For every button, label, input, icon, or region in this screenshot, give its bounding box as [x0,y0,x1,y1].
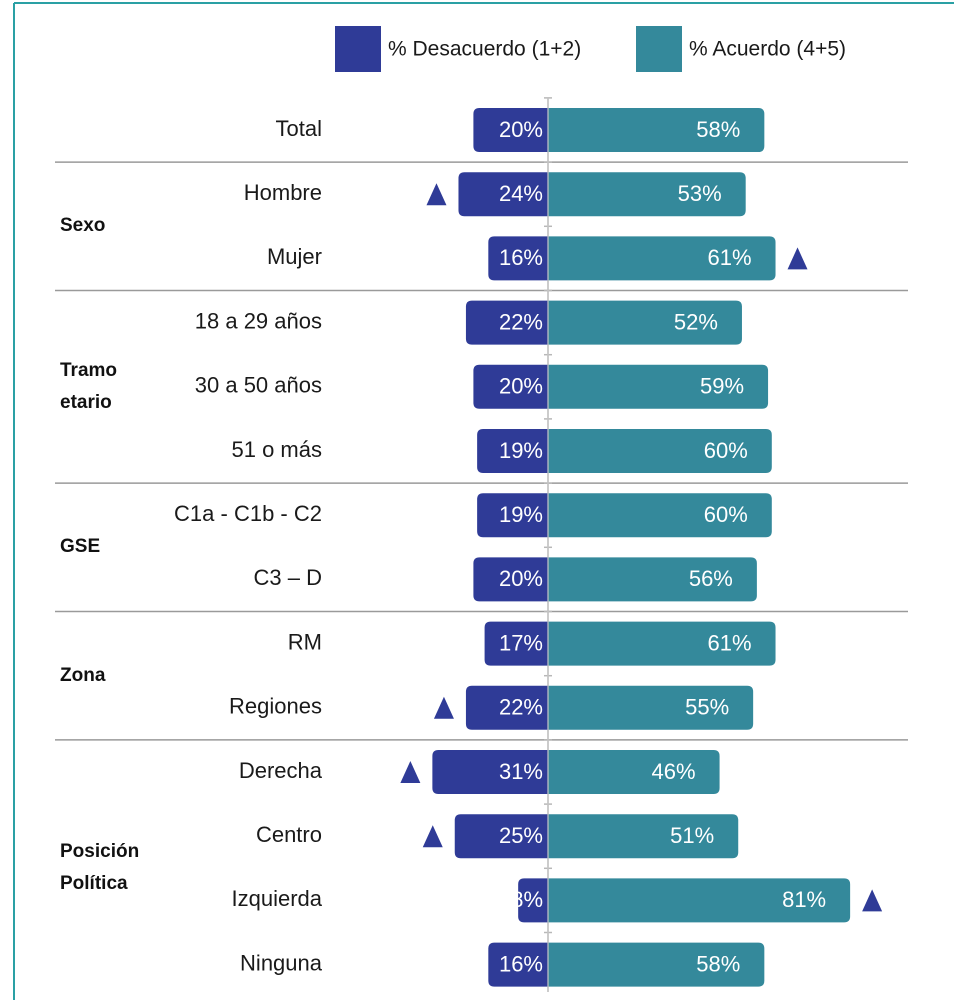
value-label: 17% [499,630,543,655]
value-label: 46% [652,759,696,784]
bar-agree [548,493,772,538]
value-label: 61% [707,630,751,655]
value-label: 58% [696,117,740,142]
group-label: Tramo etario [60,359,118,413]
bar-agree [548,814,739,859]
significance-marker [433,696,454,719]
significance-marker [787,247,808,270]
category-label: 51 o más [232,437,323,462]
bar-agree [548,942,765,987]
group-label-box: Sexo [60,215,106,237]
category-label: C1a - C1b - C2 [174,501,322,526]
value-label: 22% [499,309,543,334]
bar-agree [548,236,776,281]
legend-label: % Desacuerdo (1+2) [388,38,581,61]
value-label: 59% [700,374,744,399]
value-label: 16% [499,245,543,270]
value-label: 58% [696,951,740,976]
category-label: 30 a 50 años [195,373,322,398]
significance-marker [400,761,421,783]
value-label: 16% [499,951,543,976]
category-label: C3 – D [254,565,322,590]
value-label: 8% [511,887,543,912]
bar-agree [548,878,851,923]
category-label: 18 a 29 años [195,308,322,333]
value-label: 20% [499,374,543,399]
bar-disagree [477,493,548,538]
value-label: 22% [499,695,543,720]
category-label: Centro [256,822,322,847]
value-label: 20% [499,566,543,591]
category-label: Derecha [239,758,323,783]
category-label: RM [288,629,322,654]
bar-agree [548,300,742,345]
legend-swatch [636,26,682,72]
value-label: 51% [670,823,714,848]
value-label: 61% [707,245,751,270]
value-label: 60% [704,438,748,463]
category-label: Regiones [229,694,322,719]
value-label: 31% [499,759,543,784]
group-label: GSE [60,536,101,558]
category-label: Total [276,116,322,141]
bar-disagree [477,429,548,473]
group-label-box: Zona [60,664,106,686]
value-label: 60% [704,502,748,527]
bar-agree [548,108,765,152]
category-label: Mujer [267,244,322,269]
bar-disagree [454,814,548,859]
bar-agree [548,364,769,409]
bar-agree [548,557,757,602]
value-label: 55% [685,695,729,720]
group-label-box: Tramo etario [60,359,118,413]
significance-marker [862,889,883,912]
bar-agree [548,750,720,794]
category-label: Ninguna [240,950,323,975]
legend-swatch [335,26,381,72]
significance-marker [426,183,447,206]
value-label: 53% [678,181,722,206]
value-label: 19% [499,438,543,463]
bar-agree [548,429,772,473]
bar-disagree [465,300,548,345]
value-label: 81% [782,887,826,912]
bar-disagree [465,685,548,730]
value-label: 20% [499,117,543,142]
bar-disagree [484,621,548,666]
bar-agree [548,172,746,217]
group-label-box: Posición Política [60,841,140,895]
value-label: 25% [499,823,543,848]
legend-label: % Acuerdo (4+5) [689,38,846,61]
value-label: 19% [499,502,543,527]
bar-agree [548,621,776,666]
value-label: 56% [689,566,733,591]
bar-disagree [518,878,548,923]
bar-disagree [488,236,548,281]
bar-disagree [473,108,548,152]
group-label: Zona [60,664,106,686]
significance-marker [422,825,443,848]
group-label: Sexo [60,215,106,237]
bar-disagree [458,172,548,217]
bar-disagree [473,364,548,409]
bar-disagree [473,557,548,602]
bar-disagree [432,750,548,794]
category-label: Izquierda [231,886,322,911]
value-label: 52% [674,309,718,334]
group-label: Posición Política [60,841,140,895]
value-label: 24% [499,181,543,206]
bar-disagree [488,942,548,987]
category-label: Hombre [244,180,322,205]
bar-agree [548,685,754,730]
group-label-box: GSE [60,536,101,558]
